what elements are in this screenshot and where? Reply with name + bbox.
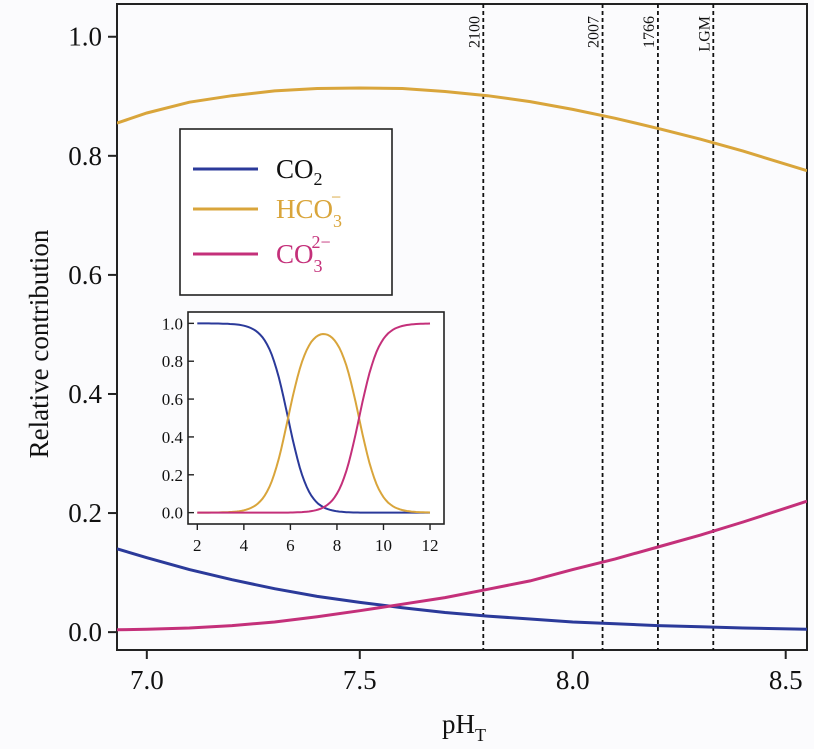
y-tick-label: 0.6	[68, 260, 102, 290]
x-tick-label: 7.0	[130, 665, 164, 695]
y-tick-label: 0.8	[68, 141, 102, 171]
legend-label-hco3: HCO3−	[276, 187, 342, 231]
main-axes: 7.0 7.5 8.0 8.5 0.0 0.2 0.4 0.6 0.8 1.0	[68, 22, 802, 695]
legend: CO2 HCO3− CO32−	[179, 128, 393, 296]
inset-axes: 2 4 6 8 10 12 0.0 0.2 0.4 0.6 0.8 1.0	[162, 314, 439, 555]
plot-frame	[116, 3, 808, 651]
inset-line-co3	[197, 322, 431, 514]
series-line-co2	[117, 547, 807, 631]
inset-y-tick-label: 0.8	[162, 352, 183, 371]
inset-x-tick-label: 8	[333, 536, 342, 555]
y-axis-label: Relative contribution	[24, 229, 54, 458]
inset-y-tick-label: 0.4	[162, 428, 184, 447]
main-series-group	[117, 86, 807, 632]
inset-series-group	[197, 322, 431, 514]
x-tick-label: 7.5	[343, 665, 377, 695]
y-tick-label: 0.0	[68, 617, 102, 647]
inset-line-hco3	[197, 332, 431, 514]
inset-x-tick-label: 10	[375, 536, 392, 555]
inset-y-tick-label: 1.0	[162, 314, 183, 333]
inset-x-tick-label: 4	[240, 536, 249, 555]
reference-lines: 2100 2007 1766 LGM	[466, 4, 715, 650]
inset-chart: 2 4 6 8 10 12 0.0 0.2 0.4 0.6 0.8 1.0	[162, 311, 445, 555]
inset-x-tick-label: 2	[193, 536, 202, 555]
reference-line-label: LGM	[696, 16, 713, 52]
legend-box	[179, 128, 393, 296]
inset-x-tick-label: 6	[286, 536, 295, 555]
inset-y-tick-label: 0.0	[162, 504, 183, 523]
reference-line-label: 2007	[586, 16, 603, 48]
reference-line-label: 2100	[466, 16, 483, 48]
inset-x-tick-label: 12	[422, 536, 439, 555]
x-axis-label: pHT	[442, 709, 486, 744]
inset-line-co2	[197, 322, 430, 514]
y-tick-label: 1.0	[68, 22, 102, 52]
legend-label-co3: CO32−	[276, 232, 331, 276]
series-line-hco3	[117, 86, 807, 173]
legend-label-co2: CO2	[276, 154, 323, 189]
reference-line-label: 1766	[641, 16, 658, 48]
inset-y-tick-label: 0.6	[162, 390, 183, 409]
inset-frame	[187, 311, 445, 525]
inset-y-tick-label: 0.2	[162, 466, 183, 485]
series-line-co3	[117, 499, 807, 632]
x-tick-label: 8.0	[556, 665, 590, 695]
x-tick-label: 8.5	[769, 665, 803, 695]
y-tick-label: 0.4	[68, 379, 102, 409]
y-tick-label: 0.2	[68, 498, 102, 528]
